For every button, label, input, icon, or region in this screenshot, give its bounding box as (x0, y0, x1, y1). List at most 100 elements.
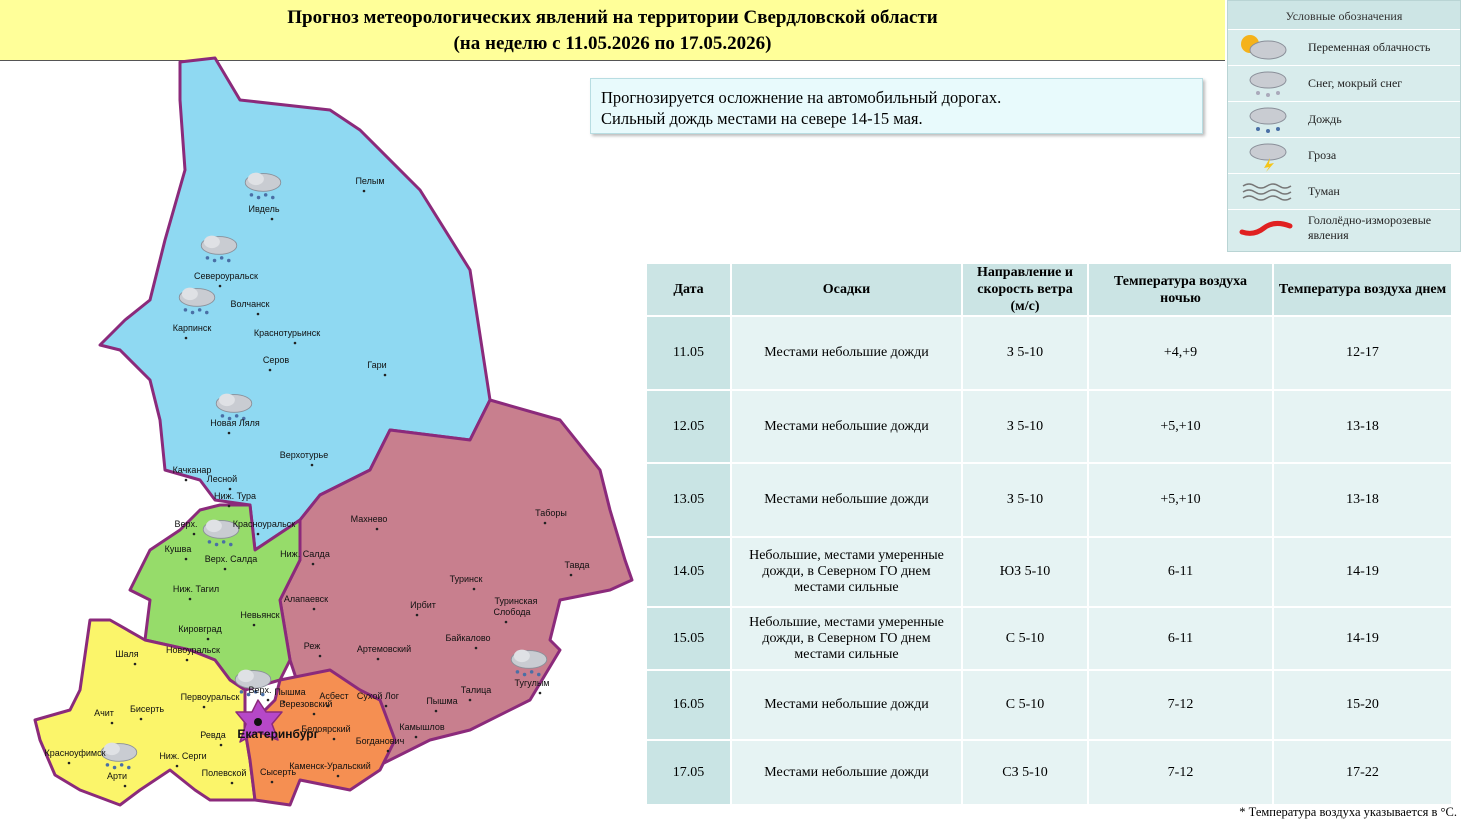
table-cell: 17.05 (645, 739, 732, 806)
place-dot (293, 341, 297, 345)
legend-label: Туман (1308, 184, 1340, 198)
table-cell: 12.05 (645, 389, 732, 464)
table-cell: 14-19 (1272, 536, 1453, 608)
header-cell: Температура воздуха днем (1272, 262, 1453, 317)
place-label: Первоуральск (181, 692, 240, 702)
place-dot (414, 735, 418, 739)
table-cell: Небольшие, местами умеренные дожди, в Се… (730, 536, 963, 608)
place-dot (185, 658, 189, 662)
legend-icon (1242, 183, 1292, 201)
place-label: Екатеринбург (237, 727, 318, 741)
place-dot (468, 698, 472, 702)
place-label: Верх. Салда (205, 554, 258, 564)
place-dot (383, 373, 387, 377)
place-label: Невьянск (240, 610, 279, 620)
table-cell: 17-22 (1272, 739, 1453, 806)
place-dot (219, 743, 223, 747)
legend-label: Снег, мокрый снег (1308, 76, 1403, 90)
table-cell: 7-12 (1087, 739, 1274, 806)
place-dot (256, 532, 260, 536)
legend-item: Гроза (1228, 137, 1460, 173)
place-dot (312, 712, 316, 716)
region-southwest (33, 618, 257, 807)
forecast-table: Дата Осадки Направление и скорость ветра (… (645, 262, 1453, 806)
place-label: Байкалово (445, 633, 490, 643)
place-label: Белоярский (301, 724, 350, 734)
table-cell: 13-18 (1272, 389, 1453, 464)
place-label: Новая Ляля (210, 418, 260, 428)
table-cell: З 5-10 (961, 462, 1089, 538)
table-cell: З 5-10 (961, 315, 1089, 391)
table-cell: 14.05 (645, 536, 732, 608)
table-cell: 15-20 (1272, 669, 1453, 741)
table-cell: Местами небольшие дожди (730, 389, 963, 464)
place-dot (123, 784, 127, 788)
place-dot (311, 562, 315, 566)
place-label: Бисерть (130, 704, 164, 714)
place-dot (133, 662, 137, 666)
place-label: Красноуфимск (44, 748, 105, 758)
place-label: Полевской (202, 768, 247, 778)
alert-line: Прогнозируется осложнение на автомобильн… (601, 88, 1002, 107)
place-label: Карпинск (173, 323, 212, 333)
footnote: * Температура воздуха указывается в °С. (1239, 805, 1457, 819)
place-label: Качканар (173, 465, 212, 475)
place-label: Сысерть (260, 767, 296, 777)
place-label: Ниж. Тагил (173, 584, 219, 594)
place-dot (270, 217, 274, 221)
legend-item: Снег, мокрый снег (1228, 65, 1460, 101)
table-cell: 11.05 (645, 315, 732, 391)
place-dot (310, 463, 314, 467)
table-cell: 7-12 (1087, 669, 1274, 741)
place-label: Ирбит (410, 600, 436, 610)
table-row: 17.05 Местами небольшие дожди СЗ 5-10 7-12 1… (645, 739, 1453, 806)
place-dot (206, 637, 210, 641)
place-dot (184, 478, 188, 482)
table-row: 13.05 Местами небольшие дожди З 5-10 +5,+10… (645, 462, 1453, 538)
place-dot (110, 721, 114, 725)
place-label: Пелым (355, 176, 384, 186)
place-dot (252, 623, 256, 627)
header-cell: Направление и скорость ветра (м/с) (961, 262, 1089, 317)
place-label: Камышлов (399, 722, 444, 732)
place-dot (336, 774, 340, 778)
place-label: Слобода (493, 607, 530, 617)
legend-item: Туман (1228, 173, 1460, 209)
legend-icon (1249, 71, 1287, 97)
place-label: Алапаевск (284, 594, 328, 604)
place-label: Ниж. Салда (280, 549, 330, 559)
place-dot (139, 717, 143, 721)
table-cell: С 5-10 (961, 669, 1089, 741)
table-cell: Местами небольшие дожди (730, 739, 963, 806)
place-label: Красноуральск (233, 519, 295, 529)
table-cell: 14-19 (1272, 606, 1453, 671)
table-cell: СЗ 5-10 (961, 739, 1089, 806)
place-dot (202, 705, 206, 709)
table-cell: 15.05 (645, 606, 732, 671)
place-label: Арти (107, 771, 127, 781)
table-cell: 6-11 (1087, 606, 1274, 671)
table-cell: +5,+10 (1087, 389, 1274, 464)
place-dot (230, 781, 234, 785)
place-dot (228, 487, 232, 491)
header-cell: Дата (645, 262, 732, 317)
place-dot (375, 527, 379, 531)
place-label: Гари (367, 360, 386, 370)
place-label: Ниж. Тура (214, 491, 256, 501)
table-row: 15.05 Небольшие, местами умеренные дожди,… (645, 606, 1453, 671)
place-label: Верхотурье (280, 450, 328, 460)
place-label: Туринская (495, 596, 538, 606)
place-label: Тугулым (515, 678, 550, 688)
legend-label: Гололёдно-изморозевые явления (1308, 212, 1432, 242)
table-cell: С 5-10 (961, 606, 1089, 671)
place-dot (434, 709, 438, 713)
legend-label: Гроза (1308, 148, 1337, 162)
legend-icon (1249, 107, 1287, 133)
table-cell: +5,+10 (1087, 462, 1274, 538)
place-label: Сухой Лог (357, 691, 400, 701)
table-cell: 13-18 (1272, 462, 1453, 538)
place-dot (504, 620, 508, 624)
place-label: Пышма (426, 696, 457, 706)
table-cell: 16.05 (645, 669, 732, 741)
place-dot (415, 613, 419, 617)
